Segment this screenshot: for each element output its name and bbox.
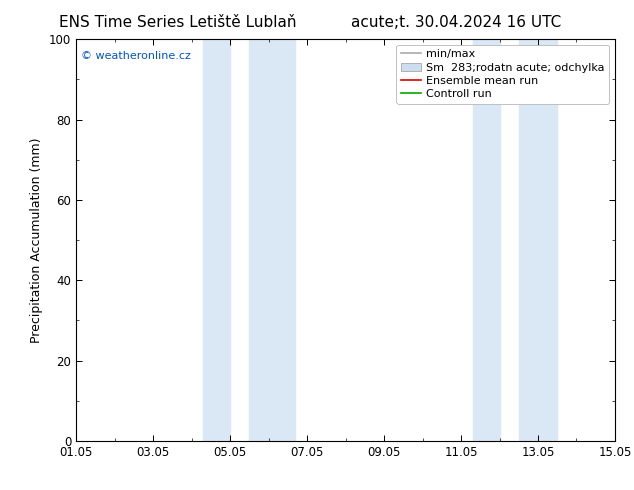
Text: ENS Time Series Letiště Lublaň: ENS Time Series Letiště Lublaň <box>59 15 296 30</box>
Bar <box>249 39 295 441</box>
Legend: min/max, Sm  283;rodatn acute; odchylka, Ensemble mean run, Controll run: min/max, Sm 283;rodatn acute; odchylka, … <box>396 45 609 104</box>
Text: acute;t. 30.04.2024 16 UTC: acute;t. 30.04.2024 16 UTC <box>351 15 562 30</box>
Bar <box>519 39 557 441</box>
Bar <box>203 39 230 441</box>
Text: © weatheronline.cz: © weatheronline.cz <box>81 51 191 61</box>
Bar <box>472 39 500 441</box>
Y-axis label: Precipitation Accumulation (mm): Precipitation Accumulation (mm) <box>30 137 43 343</box>
